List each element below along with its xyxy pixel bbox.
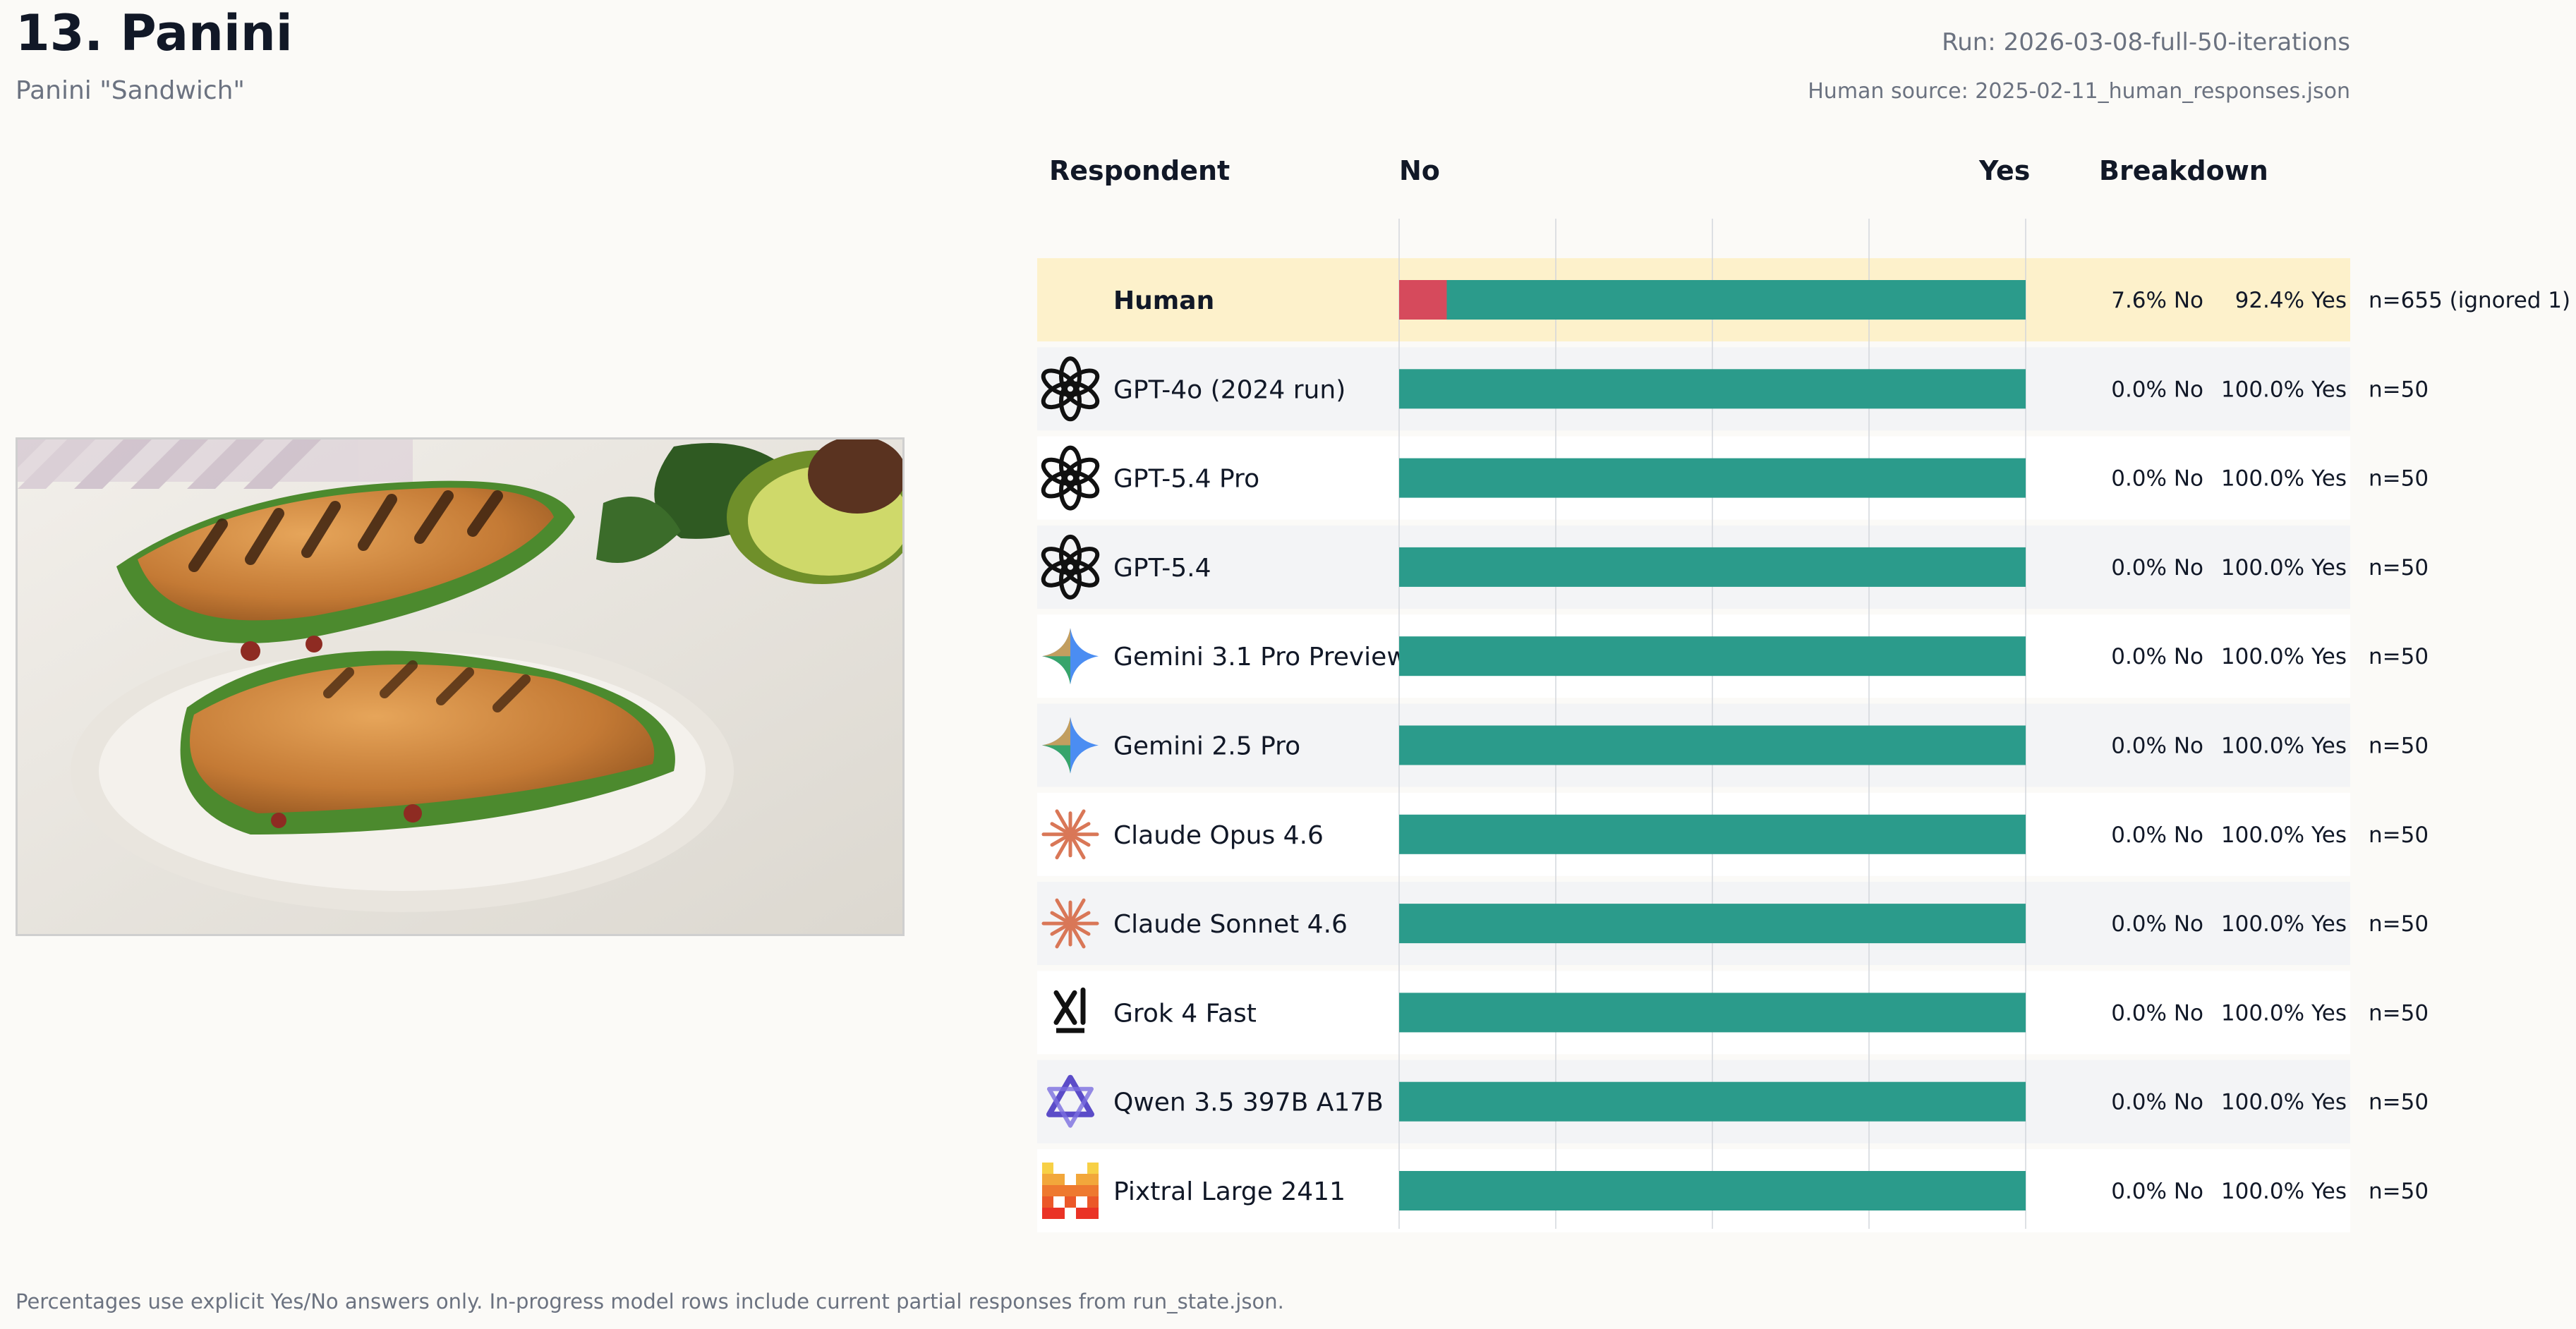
respondent-label: Human: [1113, 286, 1214, 315]
human-source-label: Human source: 2025-02-11_human_responses…: [1808, 79, 2350, 104]
sample-size-label: n=50: [2369, 823, 2429, 848]
bar-yes: [1399, 547, 2026, 587]
respondent-label: Claude Sonnet 4.6: [1113, 910, 1348, 939]
no-percent-label: 0.0% No: [2111, 823, 2203, 848]
respondent-label: Qwen 3.5 397B A17B: [1113, 1088, 1384, 1117]
claude-icon: [1041, 898, 1099, 949]
no-percent-label: 0.0% No: [2111, 734, 2203, 759]
page-subtitle: Panini "Sandwich": [16, 76, 245, 105]
bar-yes: [1399, 636, 2026, 676]
respondent-label: Pixtral Large 2411: [1113, 1177, 1346, 1206]
respondent-label: GPT-5.4 Pro: [1113, 465, 1259, 494]
respondent-header: Respondent: [1049, 155, 1230, 186]
yes-percent-label: 100.0% Yes: [2221, 1000, 2347, 1026]
yes-percent-label: 100.0% Yes: [2221, 823, 2347, 848]
respondent-label: GPT-4o (2024 run): [1113, 375, 1346, 404]
qwen-icon: [1046, 1074, 1094, 1128]
no-percent-label: 0.0% No: [2111, 555, 2203, 581]
bar-yes: [1399, 904, 2026, 944]
breakdown-header: Breakdown: [2099, 155, 2268, 186]
yes-percent-label: 100.0% Yes: [2221, 377, 2347, 402]
respondent-label: Claude Opus 4.6: [1113, 821, 1324, 850]
bar-yes: [1399, 1081, 2026, 1122]
no-percent-label: 0.0% No: [2111, 1000, 2203, 1026]
no-percent-label: 0.0% No: [2111, 1179, 2203, 1204]
no-percent-label: 0.0% No: [2111, 377, 2203, 402]
yes-header: Yes: [1979, 155, 2031, 186]
yes-percent-label: 100.0% Yes: [2221, 911, 2347, 937]
no-percent-label: 7.6% No: [2111, 288, 2203, 313]
sample-size-label: n=50: [2369, 734, 2429, 759]
sample-size-label: n=50: [2369, 644, 2429, 669]
respondent-label: Gemini 3.1 Pro Preview: [1113, 643, 1408, 672]
yes-percent-label: 100.0% Yes: [2221, 466, 2347, 492]
footnote: Percentages use explicit Yes/No answers …: [16, 1289, 1284, 1313]
sample-size-label: n=50: [2369, 1179, 2429, 1204]
bar-yes: [1399, 993, 2026, 1033]
yes-percent-label: 92.4% Yes: [2235, 288, 2347, 313]
run-label: Run: 2026-03-08-full-50-iterations: [1942, 28, 2350, 56]
no-percent-label: 0.0% No: [2111, 466, 2203, 492]
sample-size-label: n=50: [2369, 911, 2429, 937]
sample-size-label: n=50: [2369, 1000, 2429, 1026]
bar-yes: [1399, 1171, 2026, 1210]
bar-yes: [1399, 369, 2026, 409]
bar-no: [1399, 280, 1447, 320]
yes-percent-label: 100.0% Yes: [2221, 1179, 2347, 1204]
panini-photo: [16, 437, 905, 936]
bar-yes: [1446, 280, 2026, 320]
mistral-icon: [1042, 1163, 1099, 1219]
openai-icon: [1041, 534, 1100, 600]
bar-yes: [1399, 814, 2026, 854]
respondent-label: Gemini 2.5 Pro: [1113, 732, 1300, 761]
yes-percent-label: 100.0% Yes: [2221, 555, 2347, 581]
no-percent-label: 0.0% No: [2111, 644, 2203, 669]
sample-size-label: n=50: [2369, 466, 2429, 492]
respondent-label: GPT-5.4: [1113, 554, 1211, 583]
gemini-icon: [1042, 717, 1099, 774]
sample-size-label: n=50: [2369, 555, 2429, 581]
claude-icon: [1041, 809, 1099, 860]
openai-icon: [1041, 356, 1100, 422]
yes-percent-label: 100.0% Yes: [2221, 734, 2347, 759]
bar-yes: [1399, 725, 2026, 765]
sample-size-label: n=50: [2369, 1090, 2429, 1115]
yes-percent-label: 100.0% Yes: [2221, 1090, 2347, 1115]
no-percent-label: 0.0% No: [2111, 911, 2203, 937]
page-title: 13. Panini: [16, 4, 293, 62]
bar-yes: [1399, 458, 2026, 498]
gemini-icon: [1042, 628, 1099, 685]
grok-icon: [1053, 987, 1086, 1033]
no-header: No: [1399, 155, 1440, 186]
sample-size-label: n=50: [2369, 377, 2429, 402]
openai-icon: [1041, 445, 1100, 511]
yes-percent-label: 100.0% Yes: [2221, 644, 2347, 669]
no-percent-label: 0.0% No: [2111, 1090, 2203, 1115]
sample-size-label: n=655 (ignored 1): [2369, 288, 2570, 313]
respondent-label: Grok 4 Fast: [1113, 999, 1257, 1028]
